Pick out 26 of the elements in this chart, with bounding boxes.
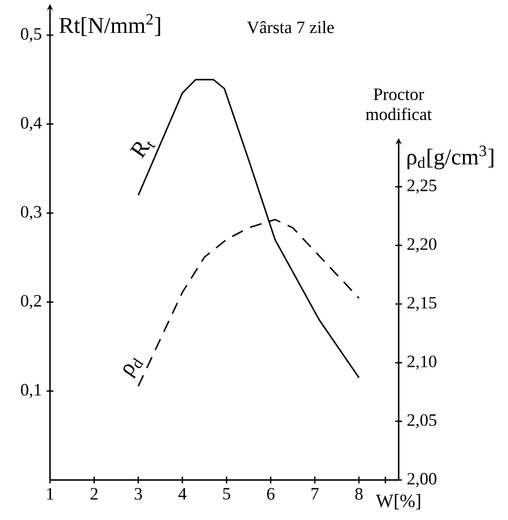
text: ρ$_{d}$ bbox=[123, 358, 144, 379]
x-tick-label: 8 bbox=[355, 488, 363, 500]
y-tick-label: 0,1 bbox=[20, 384, 41, 398]
y-tick-label: 0,2 bbox=[20, 294, 42, 310]
y2-tick-label: 2,00 bbox=[407, 472, 436, 488]
chart-title: Vârsta 7 zile bbox=[246, 20, 334, 34]
x-tick-label: 4 bbox=[178, 488, 186, 500]
annotation: Proctor modificat bbox=[366, 88, 432, 120]
x-tick-label: 2 bbox=[90, 488, 98, 500]
y2-axis-title: ρ$_{d}$[g/cm$^{3}$] bbox=[408, 146, 494, 170]
x-tick-label: 3 bbox=[134, 488, 142, 500]
y2-tick-label: 2,15 bbox=[407, 296, 436, 312]
x-tick-label: 1 bbox=[47, 488, 54, 500]
x-tick-label: 7 bbox=[312, 488, 319, 500]
x-axis-title: W[%] bbox=[376, 494, 420, 510]
y-axis-title: Rt[N/mm$^{2}$] bbox=[59, 14, 160, 36]
y2-tick-label: 2,10 bbox=[407, 356, 436, 370]
y-tick-label: 0,5 bbox=[20, 28, 42, 42]
y2-tick-label: 2,25 bbox=[407, 180, 436, 194]
y2-tick-label: 2,05 bbox=[407, 414, 436, 428]
y-tick-label: 0,4 bbox=[20, 117, 42, 132]
text: R$_{t}$ bbox=[130, 141, 156, 159]
x-tick-label: 6 bbox=[267, 488, 274, 500]
x-tick-label: 5 bbox=[223, 488, 230, 500]
y-tick-label: 0,3 bbox=[20, 206, 42, 220]
y2-tick-label: 2,20 bbox=[407, 238, 436, 252]
